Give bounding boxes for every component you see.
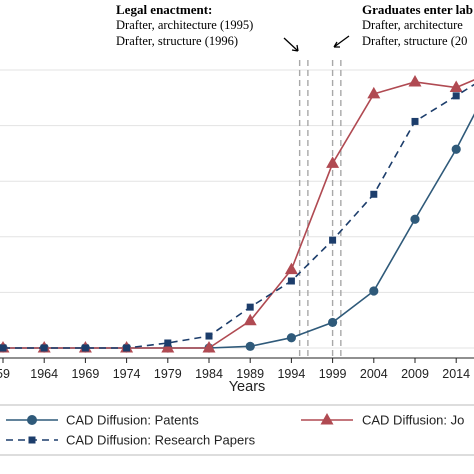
triangle-marker-icon (320, 413, 334, 425)
legend-box (0, 404, 474, 456)
x-tick-label: 1974 (113, 367, 141, 381)
data-point (328, 317, 338, 328)
annotation-legal-enactment: Legal enactment: Drafter, architecture (… (116, 2, 299, 52)
data-point (410, 214, 420, 224)
data-point (284, 262, 298, 275)
x-tick-label: 1994 (277, 367, 305, 381)
data-point (205, 332, 213, 340)
x-axis (0, 357, 474, 363)
series-2 (0, 83, 474, 352)
data-point (123, 344, 131, 352)
x-tick-labels: 59 1964 1969 1974 1979 1984 1989 1994 1999 2004 20… (0, 367, 470, 381)
series-line (3, 79, 474, 349)
legend-item-research-papers: CAD Diffusion: Research Papers (6, 433, 256, 448)
data-point (286, 333, 296, 343)
data-point (452, 92, 460, 100)
data-point (202, 341, 216, 353)
data-point (81, 344, 89, 352)
x-tick-label: 1979 (154, 367, 182, 381)
x-tick-label: 1999 (319, 367, 347, 381)
legend-item-patents: CAD Diffusion: Patents (6, 413, 199, 428)
data-point (367, 86, 381, 99)
series-line (3, 113, 474, 349)
square-marker-icon (28, 436, 36, 444)
annotation-title: Legal enactment: (116, 2, 212, 17)
arrow-down-right-icon (283, 37, 299, 52)
data-point (287, 277, 295, 285)
data-point (408, 74, 422, 87)
data-point (245, 341, 255, 351)
legend: CAD Diffusion: Patents CAD Diffusion: Jo… (0, 404, 474, 456)
circle-marker-icon (27, 415, 37, 425)
series-line (3, 83, 474, 349)
x-tick-label: 2009 (401, 367, 429, 381)
data-point (164, 339, 172, 347)
legend-item-jobs: CAD Diffusion: Jo (301, 413, 464, 428)
x-tick-label: 2004 (360, 367, 388, 381)
x-tick-label: 1984 (195, 367, 223, 381)
data-point (411, 117, 419, 125)
data-point (370, 190, 378, 198)
x-axis-label: Years (229, 379, 266, 395)
x-tick-label: 1969 (71, 367, 99, 381)
x-tick-label: 2014 (442, 367, 470, 381)
annotation-line: Drafter, architecture (362, 18, 463, 32)
annotation-line: Drafter, structure (1996) (116, 34, 238, 48)
data-point (0, 344, 7, 352)
data-point (326, 156, 340, 168)
series-1 (0, 74, 474, 353)
x-tick-label: 59 (0, 367, 10, 381)
gridlines (0, 69, 474, 349)
arrow-down-left-icon (333, 35, 350, 48)
annotation-line: Drafter, structure (20 (362, 34, 467, 48)
series-layer (0, 74, 474, 353)
data-point (329, 236, 337, 244)
data-point (369, 286, 379, 296)
policy-lines (298, 60, 342, 358)
annotation-line: Drafter, architecture (1995) (116, 18, 253, 32)
annotation-title: Graduates enter lab (362, 2, 473, 17)
data-point (449, 80, 463, 93)
data-point (243, 313, 257, 326)
x-tick-label: 1989 (236, 367, 264, 381)
data-point (451, 144, 461, 154)
data-point (161, 341, 175, 353)
legend-label: CAD Diffusion: Jo (362, 413, 464, 428)
data-point (40, 344, 48, 352)
series-0 (0, 113, 474, 353)
data-point (246, 303, 254, 311)
x-tick-label: 1964 (30, 367, 58, 381)
annotation-graduates: Graduates enter lab Drafter, architectur… (333, 2, 473, 48)
legend-label: CAD Diffusion: Patents (66, 413, 199, 428)
legend-label: CAD Diffusion: Research Papers (66, 433, 256, 448)
